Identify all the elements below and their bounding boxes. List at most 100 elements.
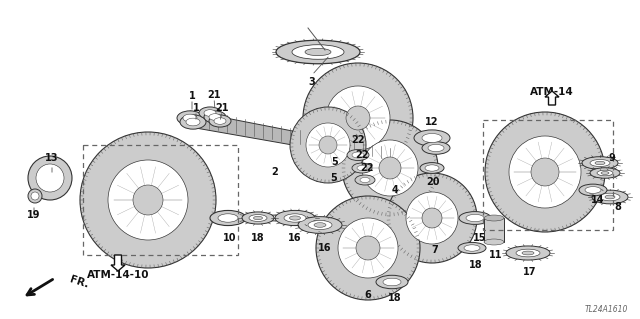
Text: 22: 22 [355, 150, 369, 160]
Ellipse shape [314, 223, 326, 227]
Ellipse shape [420, 163, 444, 174]
Text: 22: 22 [360, 163, 374, 173]
Ellipse shape [590, 168, 620, 178]
Text: TL24A1610: TL24A1610 [584, 306, 628, 315]
Text: 19: 19 [28, 210, 41, 220]
Text: 20: 20 [426, 177, 440, 187]
Text: 18: 18 [251, 233, 265, 243]
Text: 12: 12 [425, 117, 439, 127]
Ellipse shape [209, 114, 221, 120]
Circle shape [306, 123, 350, 167]
Ellipse shape [459, 211, 491, 224]
Circle shape [303, 63, 413, 173]
Text: 8: 8 [614, 202, 621, 212]
Text: 9: 9 [609, 153, 616, 163]
Text: 3: 3 [308, 77, 316, 87]
Circle shape [422, 208, 442, 228]
Circle shape [316, 196, 420, 300]
Ellipse shape [289, 216, 301, 220]
Text: 6: 6 [365, 290, 371, 300]
Text: 18: 18 [469, 260, 483, 270]
Circle shape [290, 107, 366, 183]
Ellipse shape [425, 165, 439, 171]
Ellipse shape [214, 118, 226, 124]
Ellipse shape [199, 107, 221, 119]
Text: 15: 15 [473, 233, 487, 243]
Circle shape [379, 157, 401, 179]
Text: 17: 17 [524, 267, 537, 277]
Ellipse shape [183, 114, 197, 122]
Ellipse shape [352, 152, 364, 158]
Ellipse shape [284, 214, 306, 222]
Text: FR.: FR. [68, 274, 90, 290]
Ellipse shape [298, 217, 342, 234]
Ellipse shape [249, 215, 267, 221]
Ellipse shape [516, 249, 540, 257]
Text: 1: 1 [189, 91, 195, 101]
Circle shape [362, 140, 418, 196]
Ellipse shape [360, 177, 370, 182]
Ellipse shape [218, 214, 238, 222]
Circle shape [338, 218, 398, 278]
Circle shape [531, 158, 559, 186]
Circle shape [356, 236, 380, 260]
Ellipse shape [458, 242, 486, 254]
Ellipse shape [595, 161, 605, 165]
Ellipse shape [590, 160, 610, 167]
Ellipse shape [592, 190, 628, 204]
Circle shape [108, 160, 188, 240]
Circle shape [28, 189, 42, 203]
Ellipse shape [210, 211, 246, 226]
Circle shape [326, 86, 390, 150]
Ellipse shape [383, 278, 401, 286]
Ellipse shape [522, 251, 534, 255]
Ellipse shape [579, 184, 607, 196]
Ellipse shape [292, 45, 344, 59]
Ellipse shape [484, 239, 504, 245]
Ellipse shape [582, 157, 618, 169]
Ellipse shape [180, 115, 206, 129]
Circle shape [485, 112, 605, 232]
Text: 21: 21 [215, 103, 228, 113]
Ellipse shape [352, 163, 372, 173]
Ellipse shape [177, 111, 203, 125]
Ellipse shape [276, 40, 360, 64]
Ellipse shape [305, 48, 331, 56]
Polygon shape [190, 111, 400, 163]
Text: 22: 22 [351, 135, 365, 145]
Text: 5: 5 [330, 173, 337, 183]
Ellipse shape [204, 110, 216, 116]
Bar [484, 218, 504, 242]
Text: 11: 11 [489, 250, 503, 260]
Circle shape [387, 173, 477, 263]
Ellipse shape [355, 175, 375, 185]
FancyArrow shape [111, 255, 125, 271]
Text: ATM-14-10: ATM-14-10 [87, 270, 149, 280]
Ellipse shape [585, 187, 601, 193]
Text: 1: 1 [193, 103, 200, 113]
Text: 18: 18 [388, 293, 402, 303]
Text: 16: 16 [318, 243, 332, 253]
Circle shape [509, 136, 581, 208]
Text: 13: 13 [45, 153, 59, 163]
Circle shape [133, 185, 163, 215]
Ellipse shape [597, 170, 613, 176]
Ellipse shape [466, 214, 484, 222]
Text: 7: 7 [431, 245, 438, 255]
Ellipse shape [376, 275, 408, 289]
Ellipse shape [186, 118, 200, 126]
Circle shape [31, 192, 39, 200]
Ellipse shape [308, 220, 332, 230]
Ellipse shape [605, 195, 615, 199]
Ellipse shape [601, 172, 609, 174]
Circle shape [342, 120, 438, 216]
Text: ATM-14: ATM-14 [530, 87, 574, 97]
Circle shape [319, 136, 337, 154]
Ellipse shape [484, 215, 504, 221]
Text: 4: 4 [392, 185, 398, 195]
Circle shape [28, 156, 72, 200]
Ellipse shape [204, 111, 226, 123]
Ellipse shape [357, 166, 367, 170]
Ellipse shape [600, 193, 620, 201]
Ellipse shape [275, 211, 315, 226]
